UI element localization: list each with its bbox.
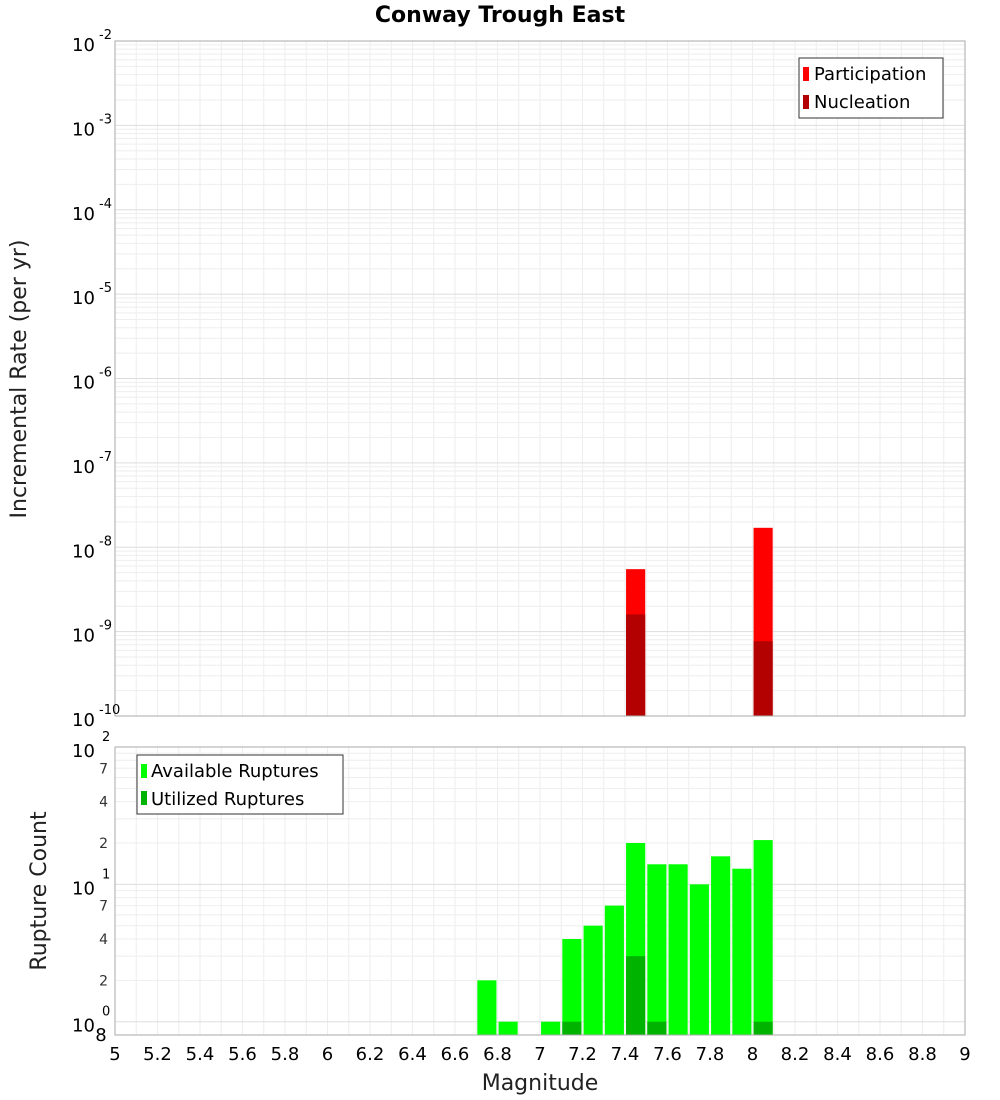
x-tick-label: 7.4 xyxy=(611,1044,640,1065)
x-tick-label: 6.4 xyxy=(398,1044,427,1065)
available-ruptures-bar xyxy=(711,856,731,1035)
bottom-plot-frame xyxy=(114,746,966,1036)
utilized-ruptures-bar xyxy=(753,1021,773,1035)
x-axis-label: Magnitude xyxy=(482,1071,599,1096)
bottom-y-minor-tick: 4 xyxy=(99,795,108,811)
x-tick-label: 6.8 xyxy=(483,1044,512,1065)
x-tick-label: 5 xyxy=(109,1044,120,1065)
x-tick-label: 7 xyxy=(534,1044,545,1065)
top-y-tick-base: 10 xyxy=(72,626,95,647)
x-tick-label: 5.2 xyxy=(143,1044,172,1065)
top-y-tick-exponent: -5 xyxy=(99,281,112,296)
nucleation-bar xyxy=(753,641,773,716)
available-ruptures-bar xyxy=(753,840,773,1035)
utilized-ruptures-bar xyxy=(647,1021,667,1035)
bottom-y-tick-base: 10 xyxy=(72,878,95,899)
top-y-tick-exponent: -4 xyxy=(99,197,112,212)
x-tick-label: 8.2 xyxy=(781,1044,810,1065)
available-ruptures-bar xyxy=(604,905,624,1035)
bottom-y-tick-base: 10 xyxy=(72,1016,95,1037)
top-y-tick-exponent: -10 xyxy=(99,703,120,718)
x-tick-label: 7.6 xyxy=(653,1044,682,1065)
top-plot-frame xyxy=(114,40,966,717)
bottom-y-axis-label: Rupture Count xyxy=(27,811,52,971)
nucleation-legend-swatch xyxy=(803,95,809,109)
top-y-tick-base: 10 xyxy=(72,119,95,140)
participation-legend-swatch xyxy=(803,67,809,81)
top-y-tick-base: 10 xyxy=(72,457,95,478)
bottom-y-minor-tick: 7 xyxy=(99,761,108,777)
available-ruptures-bar xyxy=(477,980,497,1035)
bottom-y-tick-base: 10 xyxy=(72,741,95,762)
x-tick-label: 8 xyxy=(747,1044,758,1065)
x-tick-label: 5.6 xyxy=(228,1044,257,1065)
x-tick-label: 8.4 xyxy=(823,1044,852,1065)
top-y-tick-base: 10 xyxy=(72,204,95,225)
available-ruptures-bar xyxy=(732,868,752,1035)
x-tick-label: 6 xyxy=(322,1044,333,1065)
top-y-tick-exponent: -2 xyxy=(99,28,112,43)
bottom-y-tick-exponent: 2 xyxy=(102,730,110,745)
x-tick-label: 6.6 xyxy=(441,1044,470,1065)
available-ruptures-bar xyxy=(668,864,688,1035)
top-y-tick-base: 10 xyxy=(72,710,95,731)
available-legend-swatch xyxy=(141,764,147,778)
available-ruptures-bar xyxy=(583,925,603,1035)
bottom-y-minor-tick: 2 xyxy=(99,836,108,852)
bottom-plot-bars xyxy=(477,840,773,1035)
utilized-legend-label: Utilized Ruptures xyxy=(151,789,304,810)
top-plot-bars xyxy=(626,527,773,716)
bottom-y-tick-exponent: 1 xyxy=(102,867,110,882)
top-plot-gridlines xyxy=(115,41,966,716)
available-ruptures-bar xyxy=(541,1021,561,1035)
utilized-legend-swatch xyxy=(141,791,147,805)
nucleation-legend-label: Nucleation xyxy=(814,92,910,113)
bottom-legend-box xyxy=(136,754,344,815)
top-y-tick-exponent: -6 xyxy=(99,366,112,381)
utilized-ruptures-bar xyxy=(562,1021,582,1035)
bottom-y-minor-tick: 2 xyxy=(99,973,108,989)
x-tick-label: 6.2 xyxy=(356,1044,385,1065)
x-tick-label: 7.2 xyxy=(568,1044,597,1065)
x-tick-label: 7.8 xyxy=(696,1044,725,1065)
top-y-axis-label: Incremental Rate (per yr) xyxy=(7,240,32,519)
bottom-y-minor-tick: 7 xyxy=(99,899,108,915)
top-legend-box xyxy=(798,57,944,119)
top-y-tick-exponent: -7 xyxy=(99,450,112,465)
top-y-tick-base: 10 xyxy=(72,373,95,394)
bottom-y-tick-exponent: 0 xyxy=(102,1005,110,1020)
top-y-tick-exponent: -8 xyxy=(99,534,112,549)
bottom-y-tick-labels: 10 0 10 1 10 2 2 4 7 2 4 7 8 xyxy=(72,730,110,1046)
top-y-tick-base: 10 xyxy=(72,288,95,309)
top-y-tick-base: 10 xyxy=(72,541,95,562)
participation-legend-label: Participation xyxy=(814,64,926,85)
x-tick-label: 8.6 xyxy=(866,1044,895,1065)
bottom-y-minor-tick: 4 xyxy=(99,932,108,948)
x-tick-label: 5.8 xyxy=(271,1044,300,1065)
available-ruptures-bar xyxy=(562,939,582,1035)
x-tick-label: 8.8 xyxy=(908,1044,937,1065)
top-y-tick-base: 10 xyxy=(72,35,95,56)
chart-title: Conway Trough East xyxy=(375,3,626,28)
nucleation-bar xyxy=(626,614,646,716)
available-ruptures-bar xyxy=(647,864,667,1035)
available-ruptures-bar xyxy=(498,1021,518,1035)
available-legend-label: Available Ruptures xyxy=(151,761,319,782)
x-tick-labels: 5 5.2 5.4 5.6 5.8 6 6.2 6.4 6.6 6.8 7 7.2 7.4 7.6 7.8 8… xyxy=(109,1044,970,1065)
top-y-tick-exponent: -9 xyxy=(99,619,112,634)
top-y-tick-exponent: -3 xyxy=(99,112,112,127)
utilized-ruptures-bar xyxy=(626,956,646,1035)
available-ruptures-bar xyxy=(689,884,709,1035)
x-tick-label: 9 xyxy=(959,1044,970,1065)
x-tick-label: 5.4 xyxy=(186,1044,215,1065)
bottom-y-min-tick: 8 xyxy=(95,1025,106,1046)
top-legend: Participation Nucleation xyxy=(798,57,944,119)
top-y-tick-labels: 10 -2 10 -3 10 -4 10 -5 10 -6 10 -7 10 -8 10 -9 10 -10 xyxy=(72,28,120,731)
bottom-legend: Available Ruptures Utilized Ruptures xyxy=(136,754,344,815)
